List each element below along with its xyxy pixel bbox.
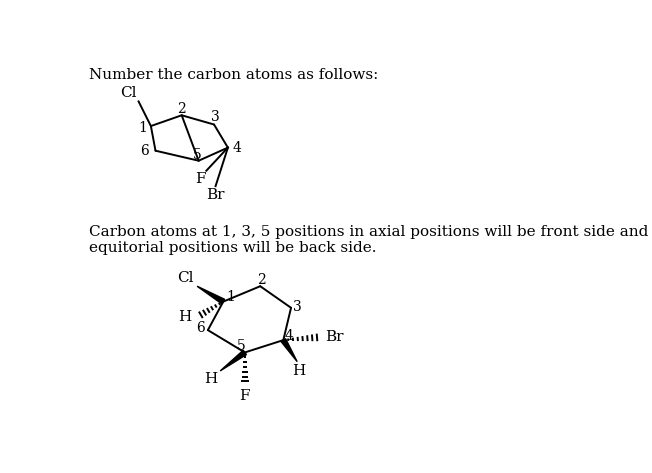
Text: H: H [178, 310, 191, 324]
Text: H: H [292, 364, 305, 378]
Text: Number the carbon atoms as follows:: Number the carbon atoms as follows: [89, 68, 379, 81]
Text: 5: 5 [237, 339, 246, 352]
Text: Cl: Cl [121, 86, 137, 100]
Polygon shape [281, 339, 297, 362]
Text: 2: 2 [258, 273, 266, 287]
Text: F: F [239, 389, 250, 403]
Text: Cl: Cl [177, 271, 194, 285]
Text: 4: 4 [285, 329, 294, 342]
Text: 6: 6 [140, 144, 149, 158]
Text: Br: Br [325, 330, 344, 344]
Text: F: F [195, 172, 205, 186]
Text: Br: Br [206, 188, 225, 202]
Text: H: H [205, 372, 218, 386]
Text: 1: 1 [139, 121, 147, 135]
Text: 6: 6 [196, 321, 205, 335]
Polygon shape [197, 286, 225, 304]
Text: 4: 4 [233, 140, 242, 155]
Text: 2: 2 [177, 102, 186, 116]
Text: 5: 5 [193, 149, 201, 162]
Text: 1: 1 [226, 290, 235, 304]
Polygon shape [220, 350, 246, 371]
Text: 3: 3 [211, 110, 220, 124]
Text: 3: 3 [293, 300, 302, 314]
Text: Carbon atoms at 1, 3, 5 positions in axial positions will be front side and that: Carbon atoms at 1, 3, 5 positions in axi… [89, 225, 652, 255]
